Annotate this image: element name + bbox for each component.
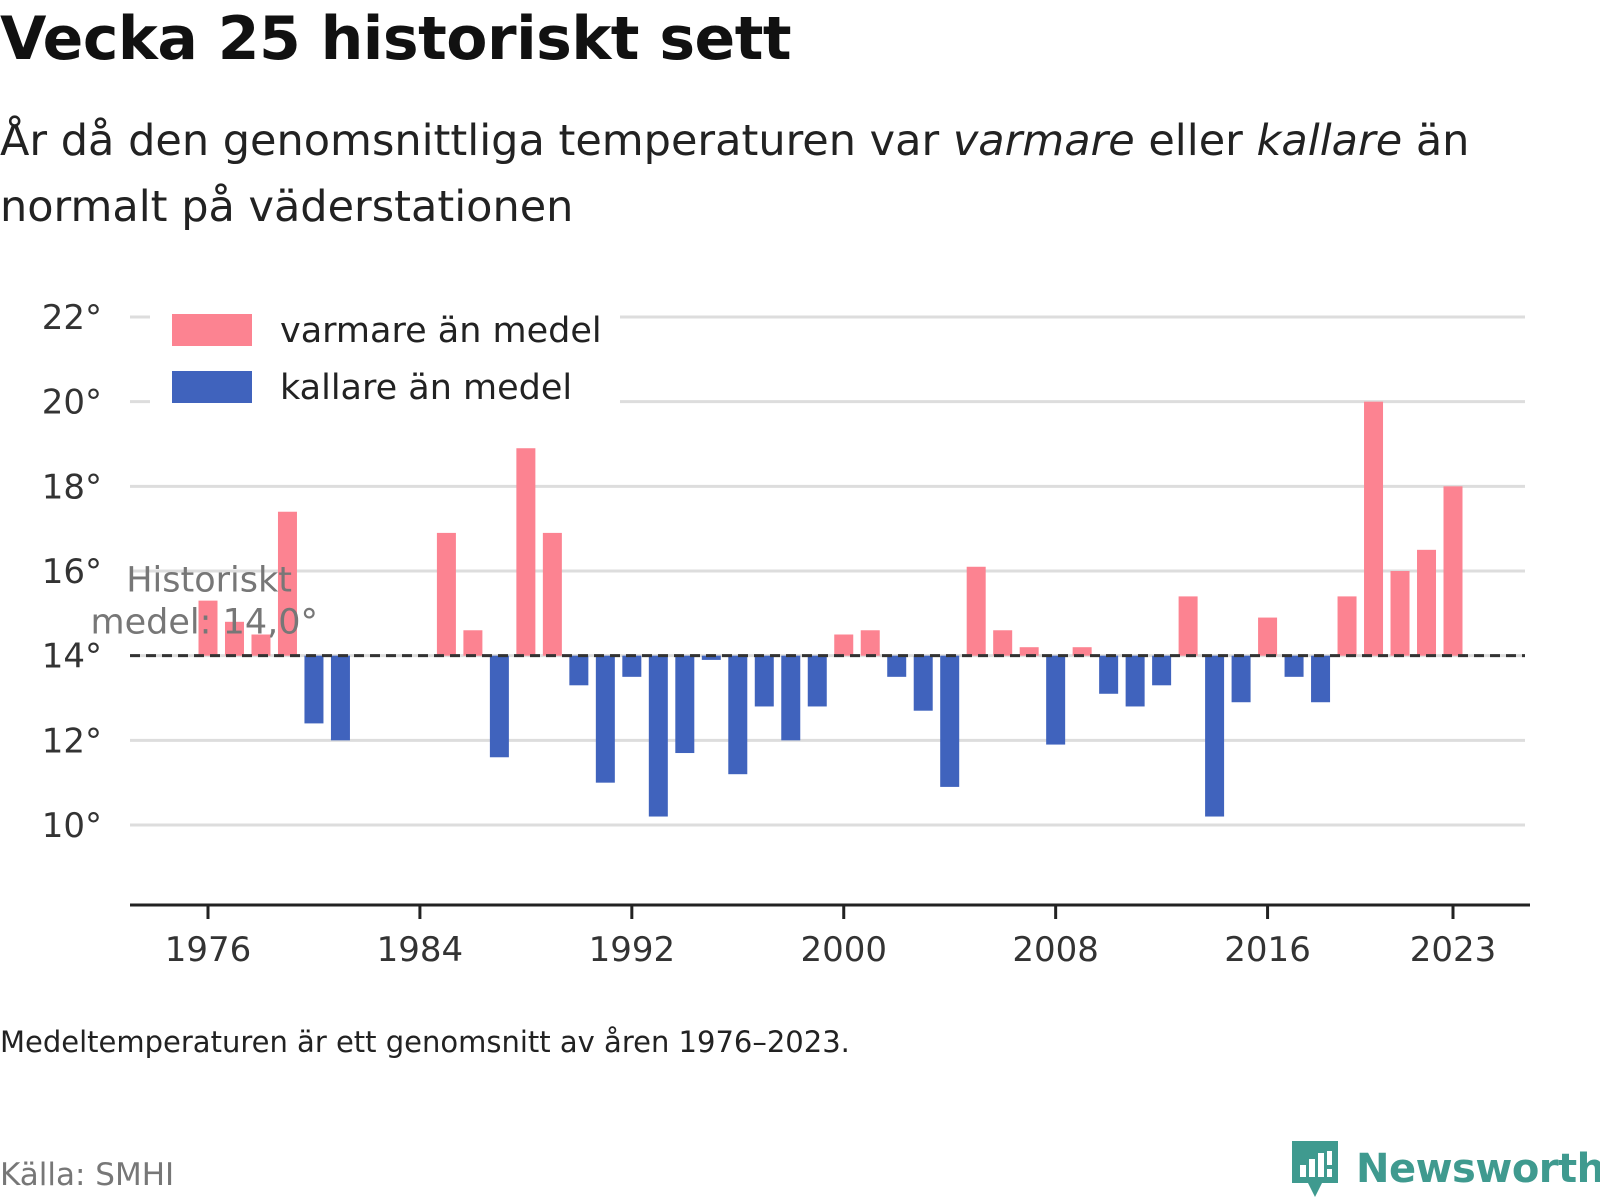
bar-warm	[542, 532, 562, 656]
bar-warm	[224, 621, 244, 656]
newsworthy-logo-icon	[1292, 1141, 1338, 1197]
x-tick-label: 2000	[800, 930, 887, 970]
y-tick-label: 14°	[42, 637, 102, 677]
bar-warm	[1019, 647, 1039, 656]
brand[interactable]: Newsworthy	[1290, 1139, 1600, 1199]
x-tick-label: 2016	[1224, 930, 1311, 970]
bar-warm	[463, 630, 483, 656]
bar-cold	[1125, 655, 1145, 707]
bar-warm	[251, 634, 271, 656]
mean-annotation-line-2: medel: 14,0°	[91, 603, 318, 643]
bar-cold	[675, 655, 695, 754]
x-tick-label: 1992	[589, 930, 676, 970]
bar-cold	[330, 655, 350, 741]
bar-cold	[913, 655, 933, 711]
mean-annotation: Historiskt medel: 14,0°	[91, 561, 318, 643]
bar-warm	[198, 600, 218, 656]
chart-subtitle: År då den genomsnittliga temperaturen va…	[0, 108, 1560, 240]
subtitle-part-2: eller	[1134, 116, 1257, 166]
bar-warm	[1337, 596, 1357, 656]
subtitle-part-3: än normalt på väderstationen	[0, 116, 1470, 232]
bar-warm	[993, 630, 1013, 656]
chart-title: Vecka 25 historiskt sett	[0, 4, 792, 74]
x-axis: 1976 1984 1992 2000 2008 2016 2023	[130, 903, 1530, 970]
y-tick-label: 20°	[42, 383, 102, 423]
legend-label-warm: varmare än medel	[280, 311, 602, 351]
bar-warm	[834, 634, 854, 656]
bar-cold	[887, 655, 907, 677]
bar-warm	[860, 630, 880, 656]
legend-label-cold: kallare än medel	[280, 368, 572, 408]
bar-warm	[1072, 647, 1092, 656]
x-tick-label: 1984	[377, 930, 464, 970]
legend: varmare än medel kallare än medel	[150, 300, 620, 420]
bar-cold	[728, 655, 748, 775]
bar-warm	[966, 566, 986, 656]
bar-warm	[436, 532, 456, 656]
bar-warm	[1390, 571, 1410, 656]
bar-cold	[701, 655, 721, 660]
subtitle-cold-word: kallare	[1256, 116, 1403, 166]
bar-cold	[622, 655, 642, 677]
legend-swatch-cold	[172, 371, 252, 403]
bar-cold	[1152, 655, 1172, 686]
y-tick-label: 16°	[42, 552, 102, 592]
bar-cold	[648, 655, 668, 817]
bar-cold	[1205, 655, 1225, 817]
bar-warm	[1364, 401, 1384, 656]
bar-warm	[1258, 617, 1278, 656]
x-tick-label: 2008	[1012, 930, 1099, 970]
y-tick-label: 10°	[42, 806, 102, 846]
subtitle-warm-word: varmare	[952, 116, 1135, 166]
bar-cold	[489, 655, 509, 758]
x-tick-label: 2023	[1410, 930, 1497, 970]
y-axis: 10° 12° 14° 16° 18° 20° 22°	[42, 298, 102, 846]
bar-cold	[304, 655, 324, 724]
bar-cold	[1046, 655, 1066, 745]
bar-cold	[1099, 655, 1119, 694]
bar-cold	[1231, 655, 1251, 703]
bar-cold	[781, 655, 801, 741]
x-tick-label: 1976	[165, 930, 252, 970]
bar-warm	[1443, 486, 1463, 656]
y-tick-label: 22°	[42, 298, 102, 338]
bar-cold	[595, 655, 615, 783]
legend-swatch-warm	[172, 314, 252, 346]
bar-warm	[1417, 549, 1437, 656]
footnote: Medeltemperaturen är ett genomsnitt av å…	[0, 1025, 850, 1059]
bar-cold	[569, 655, 589, 686]
subtitle-part-1: År då den genomsnittliga temperaturen va…	[0, 116, 953, 166]
mean-annotation-line-1: Historiskt	[126, 561, 292, 601]
source-note: Källa: SMHI	[0, 1157, 175, 1193]
bar-cold	[940, 655, 960, 787]
bar-warm	[277, 511, 297, 656]
bar-cold	[754, 655, 774, 707]
bar-cold	[1311, 655, 1331, 703]
brand-name: Newsworthy	[1356, 1146, 1600, 1192]
bar-cold	[1284, 655, 1304, 677]
y-tick-label: 18°	[42, 467, 102, 507]
bar-cold	[807, 655, 827, 707]
bar-warm	[516, 448, 536, 656]
bars-group	[198, 401, 1463, 817]
bar-chart: Historiskt medel: 14,0° varmare än medel…	[42, 298, 1530, 970]
y-tick-label: 12°	[42, 721, 102, 761]
bar-warm	[1178, 596, 1198, 656]
